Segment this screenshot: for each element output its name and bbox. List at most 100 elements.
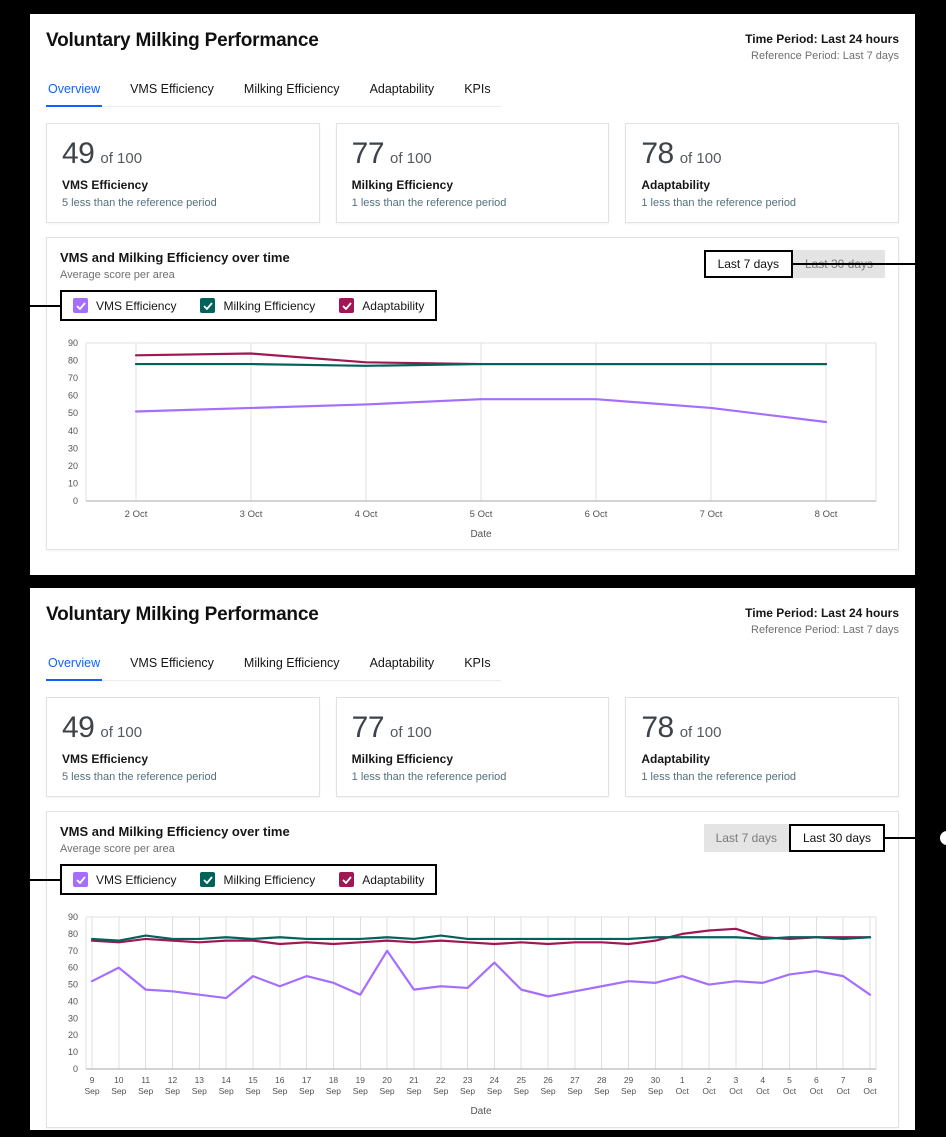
svg-text:7: 7 (841, 1075, 846, 1085)
svg-text:Sep: Sep (406, 1086, 421, 1096)
svg-text:Oct: Oct (837, 1086, 851, 1096)
dashboard-panel: Voluntary Milking Performance Time Perio… (30, 14, 915, 575)
time-period-label: Time Period: Last 24 hours (745, 32, 899, 46)
svg-text:Sep: Sep (326, 1086, 341, 1096)
svg-text:1: 1 (680, 1075, 685, 1085)
svg-text:Date: Date (470, 1106, 492, 1117)
svg-text:30: 30 (68, 443, 78, 453)
page-title: Voluntary Milking Performance (46, 30, 319, 51)
page-title: Voluntary Milking Performance (46, 604, 319, 625)
tab-milking-efficiency[interactable]: Milking Efficiency (243, 82, 340, 96)
svg-text:Oct: Oct (676, 1086, 690, 1096)
stat-label: VMS Efficiency (62, 178, 149, 192)
svg-text:Sep: Sep (460, 1086, 475, 1096)
svg-text:Sep: Sep (380, 1086, 395, 1096)
svg-text:Oct: Oct (756, 1086, 770, 1096)
stat-card-milking-efficiency: 77 of 100 Milking Efficiency 1 less than… (335, 697, 610, 797)
svg-text:Sep: Sep (245, 1086, 260, 1096)
checkbox-checked-icon[interactable] (200, 872, 216, 887)
efficiency-line-chart: 0 10 20 30 40 50 60 70 80 90 2 Oct 3 Oct 4 Oct 5 Oct 6… (60, 333, 885, 541)
legend-item-adaptability[interactable]: Adaptability (339, 298, 424, 313)
svg-text:30: 30 (651, 1075, 661, 1085)
svg-text:60: 60 (68, 391, 78, 401)
legend-item-vms-efficiency[interactable]: VMS Efficiency (73, 872, 176, 887)
range-last-7-days-button[interactable]: Last 7 days (703, 250, 793, 278)
svg-text:19: 19 (356, 1075, 366, 1085)
chart-legend: VMS Efficiency Milking Efficiency Adapta… (60, 864, 438, 895)
svg-text:11: 11 (141, 1075, 150, 1085)
svg-text:80: 80 (68, 356, 78, 366)
tab-overview[interactable]: Overview (46, 656, 103, 681)
svg-text:5: 5 (787, 1075, 792, 1085)
svg-text:50: 50 (68, 980, 78, 990)
svg-text:0: 0 (73, 1064, 78, 1074)
stat-score: 77 of 100 (352, 711, 594, 745)
svg-text:50: 50 (68, 408, 78, 418)
stat-delta: 1 less than the reference period (351, 771, 507, 783)
svg-text:Sep: Sep (138, 1086, 153, 1096)
stat-card-vms-efficiency: 49 of 100 VMS Efficiency 5 less than the… (46, 697, 320, 797)
svg-text:3: 3 (733, 1075, 738, 1085)
stat-label: Milking Efficiency (351, 178, 454, 192)
stat-score: 49 of 100 (62, 711, 304, 745)
stat-value: 49 (62, 137, 95, 170)
tab-kpis[interactable]: KPIs (464, 82, 491, 96)
tab-overview[interactable]: Overview (46, 82, 103, 107)
svg-text:25: 25 (517, 1075, 527, 1085)
svg-text:17: 17 (302, 1075, 312, 1085)
chart-subtitle: Average score per area (60, 269, 175, 281)
legend-item-milking-efficiency[interactable]: Milking Efficiency (200, 298, 315, 313)
svg-text:Oct: Oct (863, 1086, 877, 1096)
checkbox-checked-icon[interactable] (73, 298, 88, 313)
stat-label: Adaptability (641, 752, 711, 766)
stat-card-adaptability: 78 of 100 Adaptability 1 less than the r… (625, 123, 900, 223)
svg-text:9: 9 (90, 1075, 95, 1085)
tab-vms-efficiency[interactable]: VMS Efficiency (130, 656, 214, 670)
legend-item-milking-efficiency[interactable]: Milking Efficiency (200, 872, 315, 887)
stat-delta: 5 less than the reference period (62, 771, 217, 783)
svg-text:20: 20 (68, 461, 78, 471)
legend-item-vms-efficiency[interactable]: VMS Efficiency (73, 298, 176, 313)
checkbox-checked-icon[interactable] (339, 298, 355, 313)
checkbox-checked-icon[interactable] (73, 872, 88, 887)
svg-text:10: 10 (68, 1047, 78, 1057)
stat-label: Milking Efficiency (351, 752, 454, 766)
stat-of-label: of 100 (390, 150, 432, 167)
chart-subtitle: Average score per area (60, 843, 175, 855)
svg-text:Oct: Oct (783, 1086, 797, 1096)
range-last-30-days-button[interactable]: Last 30 days (788, 824, 885, 852)
svg-text:15: 15 (248, 1075, 258, 1085)
legend-label: Milking Efficiency (223, 872, 316, 887)
svg-text:24: 24 (490, 1075, 500, 1085)
tab-milking-efficiency[interactable]: Milking Efficiency (243, 656, 340, 670)
tab-kpis[interactable]: KPIs (464, 656, 491, 670)
checkbox-checked-icon[interactable] (339, 872, 355, 887)
chart-header: VMS and Milking Efficiency over time Ave… (60, 824, 885, 855)
tab-adaptability[interactable]: Adaptability (369, 82, 435, 96)
svg-text:Sep: Sep (541, 1086, 556, 1096)
svg-text:Sep: Sep (594, 1086, 609, 1096)
svg-text:30: 30 (68, 1013, 78, 1023)
callout-circle (938, 829, 946, 847)
range-last-7-days-button[interactable]: Last 7 days (703, 824, 789, 852)
svg-text:Sep: Sep (621, 1086, 636, 1096)
legend-item-adaptability[interactable]: Adaptability (339, 872, 424, 887)
efficiency-line-chart: 0 10 20 30 40 50 60 70 80 90 9 Sep 10 Sep 11 Sep 12 Sep 13… (60, 907, 885, 1119)
stat-of-label: of 100 (100, 724, 143, 741)
dashboard-panel: Voluntary Milking Performance Time Perio… (30, 588, 915, 1130)
tab-vms-efficiency[interactable]: VMS Efficiency (130, 82, 214, 96)
stat-of-label: of 100 (100, 150, 143, 167)
stat-delta: 1 less than the reference period (641, 197, 797, 209)
stat-delta: 5 less than the reference period (62, 197, 217, 209)
callout-line (885, 837, 946, 839)
tab-bar: Overview VMS Efficiency Milking Efficien… (46, 82, 501, 107)
svg-text:7 Oct: 7 Oct (700, 509, 723, 520)
svg-text:40: 40 (68, 996, 78, 1006)
legend-label: Adaptability (362, 872, 425, 887)
checkbox-checked-icon[interactable] (200, 298, 216, 313)
tab-adaptability[interactable]: Adaptability (369, 656, 435, 670)
svg-text:Sep: Sep (219, 1086, 234, 1096)
svg-text:Sep: Sep (433, 1086, 448, 1096)
svg-text:Sep: Sep (353, 1086, 368, 1096)
stat-cards-row: 49 of 100 VMS Efficiency 5 less than the… (46, 123, 900, 223)
